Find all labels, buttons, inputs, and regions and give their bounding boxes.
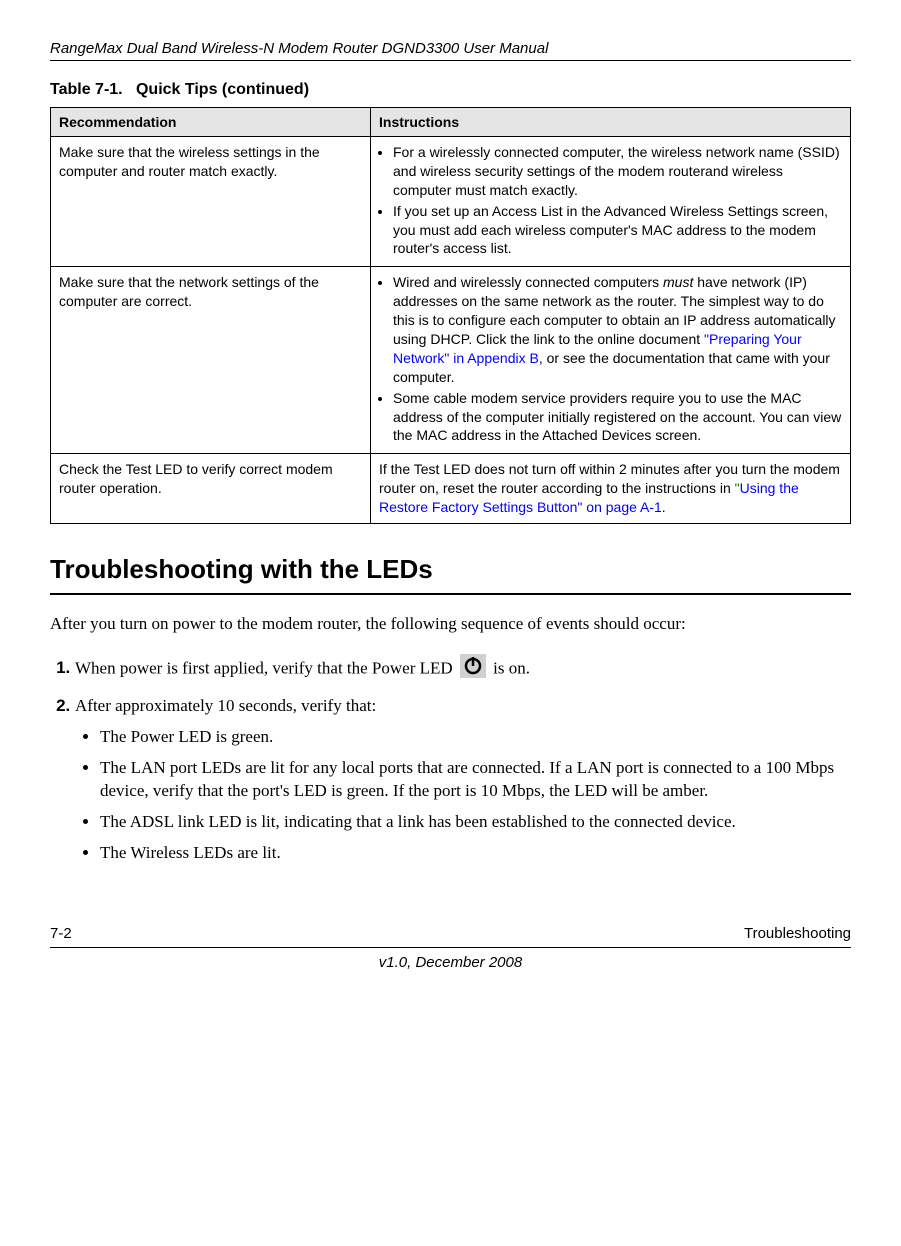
table-caption: Table 7-1. Quick Tips (continued): [50, 81, 851, 99]
sub-item: The Power LED is green.: [100, 726, 851, 749]
instruction-bullet: Wired and wirelessly connected computers…: [393, 273, 842, 386]
cell-recommendation: Make sure that the wireless settings in …: [51, 137, 371, 267]
table-row: Make sure that the network settings of t…: [51, 267, 851, 454]
step-text: is on.: [493, 658, 530, 677]
quick-tips-table: Recommendation Instructions Make sure th…: [50, 107, 851, 524]
page-footer: 7-2 Troubleshooting v1.0, December 2008: [50, 925, 851, 971]
step-item: When power is first applied, verify that…: [75, 654, 851, 685]
page-header: RangeMax Dual Band Wireless-N Modem Rout…: [50, 40, 851, 61]
table-name: Quick Tips (continued): [136, 81, 309, 98]
sub-item: The LAN port LEDs are lit for any local …: [100, 757, 851, 803]
cell-instructions: For a wirelessly connected computer, the…: [371, 137, 851, 267]
text: Wired and wirelessly connected computers: [393, 274, 663, 290]
cell-instructions: Wired and wirelessly connected computers…: [371, 267, 851, 454]
cell-instructions: If the Test LED does not turn off within…: [371, 454, 851, 524]
emphasis: must: [663, 274, 693, 290]
page-number: 7-2: [50, 925, 72, 942]
sub-list: The Power LED is green. The LAN port LED…: [75, 726, 851, 865]
footer-label: Troubleshooting: [744, 925, 851, 942]
table-row: Check the Test LED to verify correct mod…: [51, 454, 851, 524]
cell-recommendation: Check the Test LED to verify correct mod…: [51, 454, 371, 524]
sub-item: The ADSL link LED is lit, indicating tha…: [100, 811, 851, 834]
instruction-bullet: Some cable modem service providers requi…: [393, 389, 842, 446]
step-item: After approximately 10 seconds, verify t…: [75, 695, 851, 865]
table-row: Make sure that the wireless settings in …: [51, 137, 851, 267]
sub-item: The Wireless LEDs are lit.: [100, 842, 851, 865]
power-icon: [460, 654, 486, 685]
footer-version: v1.0, December 2008: [50, 954, 851, 971]
steps-list: When power is first applied, verify that…: [50, 654, 851, 865]
step-text: When power is first applied, verify that…: [75, 658, 457, 677]
th-instructions: Instructions: [371, 108, 851, 137]
table-number: Table 7-1.: [50, 81, 123, 98]
instruction-bullet: If you set up an Access List in the Adva…: [393, 202, 842, 259]
section-heading: Troubleshooting with the LEDs: [50, 554, 851, 595]
intro-paragraph: After you turn on power to the modem rou…: [50, 613, 851, 636]
cell-recommendation: Make sure that the network settings of t…: [51, 267, 371, 454]
step-text: After approximately 10 seconds, verify t…: [75, 696, 376, 715]
text: .: [662, 499, 666, 515]
th-recommendation: Recommendation: [51, 108, 371, 137]
instruction-bullet: For a wirelessly connected computer, the…: [393, 143, 842, 200]
